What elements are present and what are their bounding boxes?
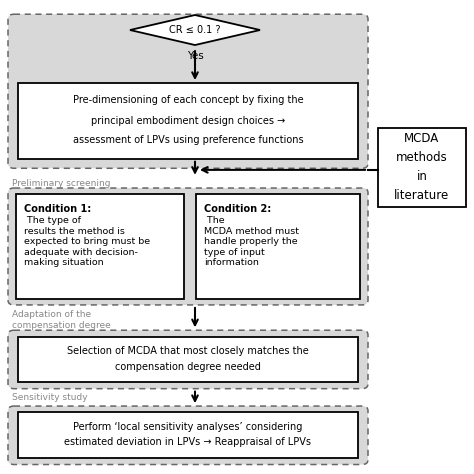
Text: Yes: Yes [187, 51, 203, 61]
FancyBboxPatch shape [8, 406, 368, 465]
Bar [196, 194, 360, 299]
Bar [18, 83, 358, 159]
Text: Perform ‘local sensitivity analyses’ considering: Perform ‘local sensitivity analyses’ con… [73, 421, 303, 432]
Polygon shape [130, 15, 260, 45]
Text: Condition 1:: Condition 1: [24, 204, 91, 214]
Text: CR ≤ 0.1 ?: CR ≤ 0.1 ? [169, 25, 221, 35]
Text: assessment of LPVs using preference functions: assessment of LPVs using preference func… [73, 135, 303, 145]
Text: compensation degree needed: compensation degree needed [115, 362, 261, 372]
Text: The
MCDA method must
handle properly the
type of input
information: The MCDA method must handle properly the… [204, 217, 299, 267]
Text: The type of
results the method is
expected to bring must be
adequate with decisi: The type of results the method is expect… [24, 217, 150, 267]
Text: Sensitivity study: Sensitivity study [12, 393, 88, 402]
Bar [378, 128, 466, 207]
Text: estimated deviation in LPVs → Reappraisal of LPVs: estimated deviation in LPVs → Reappraisa… [64, 438, 311, 447]
Text: principal embodiment design choices →: principal embodiment design choices → [91, 116, 285, 126]
FancyBboxPatch shape [8, 330, 368, 389]
Text: Pre-dimensioning of each concept by fixing the: Pre-dimensioning of each concept by fixi… [73, 95, 303, 105]
Text: Selection of MCDA that most closely matches the: Selection of MCDA that most closely matc… [67, 346, 309, 356]
Bar [18, 412, 358, 458]
Bar [18, 337, 358, 383]
Text: Preliminary screening: Preliminary screening [12, 179, 110, 188]
Text: Adaptation of the
compensation degree: Adaptation of the compensation degree [12, 310, 111, 330]
FancyBboxPatch shape [8, 188, 368, 305]
Text: MCDA
methods
in
literature: MCDA methods in literature [394, 132, 450, 202]
FancyBboxPatch shape [8, 14, 368, 168]
Text: Condition 2:: Condition 2: [204, 204, 271, 214]
Bar [16, 194, 184, 299]
